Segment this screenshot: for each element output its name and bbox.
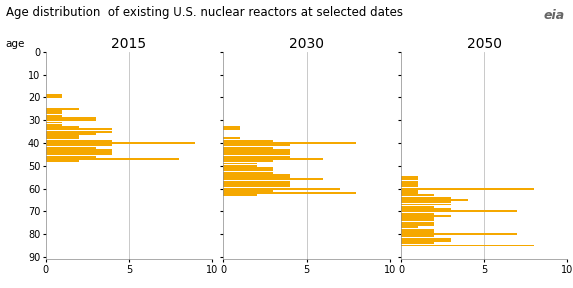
Bar xyxy=(401,179,418,180)
Bar xyxy=(223,140,273,142)
Bar xyxy=(223,160,273,162)
Bar xyxy=(46,108,79,110)
Bar xyxy=(46,149,112,151)
Bar xyxy=(401,245,534,247)
Bar xyxy=(223,192,356,194)
Bar xyxy=(401,226,418,228)
Bar xyxy=(401,210,517,212)
Bar xyxy=(223,179,323,180)
Bar xyxy=(223,162,257,164)
Title: 2050: 2050 xyxy=(466,37,502,51)
Bar xyxy=(223,169,273,171)
Bar xyxy=(223,167,273,169)
Bar xyxy=(401,219,434,221)
Text: eia: eia xyxy=(543,9,564,22)
Bar xyxy=(401,238,451,240)
Bar xyxy=(46,151,112,153)
Bar xyxy=(46,124,62,126)
Bar xyxy=(46,140,112,142)
Bar xyxy=(46,147,96,149)
Bar xyxy=(46,128,112,130)
Bar xyxy=(223,158,323,160)
Title: 2030: 2030 xyxy=(289,37,324,51)
Bar xyxy=(401,217,434,219)
Bar xyxy=(46,94,62,96)
Bar xyxy=(401,183,418,185)
Bar xyxy=(401,236,434,237)
Bar xyxy=(223,149,290,151)
Bar xyxy=(401,222,434,224)
Bar xyxy=(46,154,112,155)
Bar xyxy=(223,176,290,178)
Bar xyxy=(46,135,79,137)
Bar xyxy=(223,187,340,190)
Bar xyxy=(223,147,273,149)
Bar xyxy=(46,96,62,98)
Bar xyxy=(401,240,451,242)
Bar xyxy=(401,204,451,205)
Bar xyxy=(223,190,273,192)
Bar xyxy=(401,199,468,201)
Bar xyxy=(46,117,96,119)
Title: 2015: 2015 xyxy=(111,37,147,51)
Bar xyxy=(401,215,451,217)
Bar xyxy=(46,156,96,158)
Bar xyxy=(46,160,79,162)
Bar xyxy=(223,172,273,174)
Bar xyxy=(223,156,290,158)
Bar xyxy=(46,119,96,121)
Bar xyxy=(223,128,240,130)
Bar xyxy=(223,174,290,176)
Bar xyxy=(223,185,290,187)
Bar xyxy=(46,158,179,160)
Bar xyxy=(401,206,434,208)
Bar xyxy=(401,242,434,244)
Bar xyxy=(401,229,434,231)
Bar xyxy=(401,197,451,199)
Bar xyxy=(46,142,195,144)
Bar xyxy=(401,213,434,215)
Bar xyxy=(223,154,290,155)
Bar xyxy=(223,126,240,128)
Bar xyxy=(401,192,418,194)
Bar xyxy=(401,201,451,203)
Text: Age distribution  of existing U.S. nuclear reactors at selected dates: Age distribution of existing U.S. nuclea… xyxy=(6,6,403,19)
Bar xyxy=(46,110,62,112)
Bar xyxy=(401,194,434,196)
Bar xyxy=(401,185,418,187)
Bar xyxy=(401,224,434,226)
Bar xyxy=(401,208,451,210)
Bar xyxy=(46,126,79,128)
Bar xyxy=(401,190,418,192)
Bar xyxy=(223,181,290,183)
Bar xyxy=(46,122,62,124)
Bar xyxy=(223,151,290,153)
Bar xyxy=(223,144,290,146)
Bar xyxy=(46,131,112,132)
Bar xyxy=(401,231,434,233)
Text: age: age xyxy=(6,39,25,49)
Bar xyxy=(46,133,96,135)
Bar xyxy=(401,187,534,190)
Bar xyxy=(401,181,418,183)
Bar xyxy=(223,142,356,144)
Bar xyxy=(46,115,62,117)
Bar xyxy=(46,112,62,114)
Bar xyxy=(223,183,290,185)
Bar xyxy=(401,233,517,235)
Bar xyxy=(46,137,79,139)
Bar xyxy=(401,176,418,178)
Bar xyxy=(223,194,257,196)
Bar xyxy=(223,137,240,139)
Bar xyxy=(223,165,257,167)
Bar xyxy=(46,144,112,146)
